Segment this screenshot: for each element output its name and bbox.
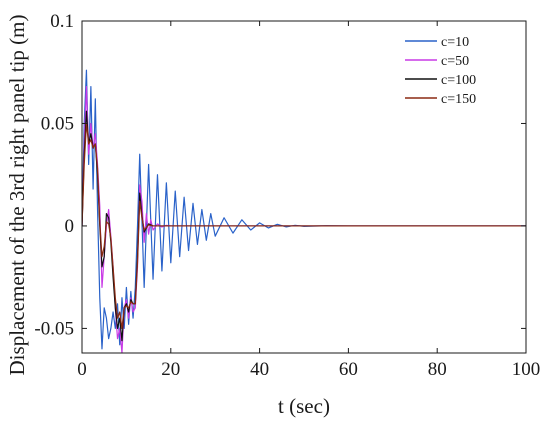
y-tick-label: 0.05 <box>41 113 74 134</box>
series-line-1 <box>82 69 526 350</box>
plot-frame <box>81 20 527 354</box>
x-tick-label: 100 <box>512 359 541 380</box>
x-tick-label: 20 <box>161 359 180 380</box>
series-line-2 <box>82 85 526 353</box>
x-tick-label: 60 <box>339 359 358 380</box>
legend: c=10 c=50 c=100 c=150 <box>405 35 476 107</box>
legend-label: c=150 <box>441 92 476 107</box>
x-axis-label: t (sec) <box>278 394 330 418</box>
x-tick-label: 40 <box>250 359 269 380</box>
series-line-4 <box>82 122 526 330</box>
plot-area <box>82 69 526 353</box>
legend-label: c=10 <box>441 35 469 50</box>
x-tick-label: 0 <box>77 359 87 380</box>
x-tick-label: 80 <box>428 359 447 380</box>
legend-label: c=50 <box>441 54 469 69</box>
legend-label: c=100 <box>441 73 476 88</box>
y-tick-label: 0.1 <box>50 11 74 32</box>
y-tick-label: -0.05 <box>34 318 74 339</box>
y-axis-label: Displacement of the 3rd right panel tip … <box>5 15 29 376</box>
y-tick-label: 0 <box>65 216 75 237</box>
